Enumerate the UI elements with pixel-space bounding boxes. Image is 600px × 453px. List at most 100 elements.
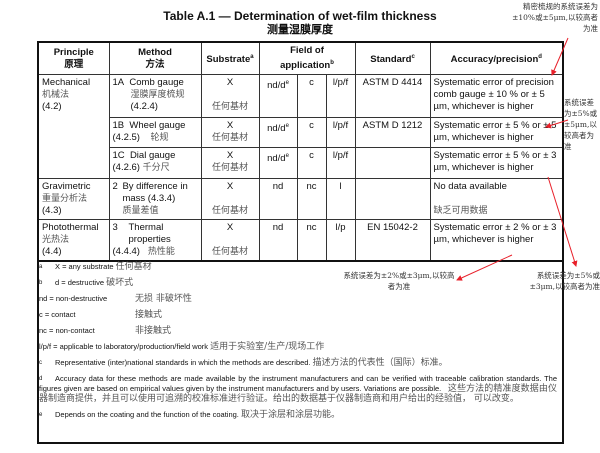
text: 无损 非破坏性 — [135, 294, 192, 304]
text: nd/d — [267, 153, 286, 165]
text: Standard — [370, 54, 412, 66]
cell-standard — [354, 147, 431, 180]
text: c — [411, 54, 415, 60]
text: 任何基材 — [211, 247, 248, 258]
cell-d: nd — [258, 219, 298, 262]
text: 方法 — [145, 58, 165, 70]
cell-method: 2 By difference in mass (4.3.4) 质量差值 — [108, 178, 202, 221]
text: Representative (inter)national standards… — [55, 358, 311, 367]
cell-standard — [354, 178, 431, 221]
arrow-top-right — [551, 37, 569, 76]
annotation-bottom-mid: 系统误差为±2%或±3μm,以较高者为准 — [343, 271, 455, 291]
cell-method: 1B Wheel gauge (4.2.5) 轮规 — [108, 117, 202, 149]
cell-lpf: l — [325, 178, 356, 221]
text: 任何基材 — [211, 206, 248, 217]
wet-film-table: Principle 原理 Method 方法 Substratea Field of… — [37, 41, 565, 445]
table-row: Photothermal 光热法 (4.4) 3 Thermal properties… — [37, 219, 564, 262]
text: 1A — [112, 77, 125, 89]
text: (4.2.4) — [130, 101, 158, 113]
arrow-right — [545, 119, 569, 129]
text: c — [39, 360, 42, 366]
text: 热性能 — [147, 247, 175, 258]
cell-substrate: X 任何基材 — [200, 178, 260, 221]
text: Depends on the coating and the function … — [55, 410, 239, 419]
text: d — [39, 376, 43, 382]
text: 任何基材 — [211, 133, 248, 144]
text: Field of application — [280, 45, 331, 72]
text: Wheel gauge — [129, 120, 186, 132]
text: 光热法 — [42, 235, 70, 246]
text: 非接触式 — [135, 326, 172, 336]
text: Photothermal — [42, 222, 99, 234]
title-en: Table A.1 — Determination of wet-film th… — [163, 9, 437, 23]
text: 描述方法的代表性（国际）标准。 — [312, 358, 448, 368]
text: 破坏式 — [106, 278, 134, 288]
text: (4.2) — [42, 101, 62, 113]
text: d = destructive — [55, 278, 104, 287]
table-row: 1C Dial gauge (4.2.6) 千分尺 X 任何基材 nd/de c l… — [38, 147, 564, 180]
text: Accuracy data for these methods are made… — [39, 374, 557, 393]
cell-d: nd/de — [258, 147, 298, 180]
text: Principle — [53, 46, 94, 58]
cell-standard: ASTM D 4414 — [354, 74, 431, 119]
text: X — [226, 222, 234, 234]
cell-lpf: l/p/f — [325, 147, 356, 180]
footnote-c: c Representative (inter)national standard… — [39, 358, 557, 368]
header-field: Field of applicationb — [258, 41, 356, 76]
text: X — [226, 120, 234, 132]
text: (4.4.4) — [112, 246, 140, 258]
text: X = any substrate — [55, 262, 114, 271]
text: 原理 — [64, 58, 84, 70]
text: 机械法 — [42, 90, 70, 101]
cell-accuracy: Systematic error ± 5 % or ± 5 µm, whiche… — [429, 117, 564, 149]
text: Mechanical — [42, 77, 91, 89]
text: b — [39, 280, 43, 286]
cell-principle: Mechanical 机械法 (4.2) — [37, 74, 110, 180]
text: b — [330, 60, 334, 66]
cell-substrate: X 任何基材 — [200, 147, 260, 180]
cell-accuracy: Systematic error ± 2 % or ± 3 µm, whiche… — [429, 219, 564, 262]
footnote-a: a X = any substrate 任何基材 — [39, 262, 557, 272]
cell-c: c — [296, 74, 327, 119]
text: 1C — [112, 150, 125, 162]
footnote-b: b d = destructive 破坏式 — [39, 278, 557, 288]
cell-lpf: l/p/f — [325, 117, 356, 149]
cell-accuracy: Systematic error of precision comb gauge… — [429, 74, 564, 119]
annotation-bottom-right: 系统误差为±5%或±3μm,以较高者为准 — [529, 271, 600, 291]
text: 质量差值 — [122, 206, 159, 217]
text: Method — [138, 46, 172, 58]
text: 接触式 — [135, 310, 163, 320]
text: 千分尺 — [142, 163, 170, 174]
text: nd = non-destructive — [39, 294, 108, 303]
title-zh: 测量湿膜厚度 — [267, 23, 333, 36]
header-standard: Standardc — [354, 41, 431, 76]
table-row: 1B Wheel gauge (4.2.5) 轮规 X 任何基材 nd/de c l… — [38, 117, 564, 149]
text: 湿膜厚度梳规 — [130, 90, 185, 101]
header-row: Principle 原理 Method 方法 Substratea Field of… — [37, 41, 564, 76]
text: No data available — [433, 181, 507, 193]
cell-lpf: l/p — [325, 219, 356, 262]
text: (4.3) — [42, 205, 62, 217]
def-nd: nd = non-destructive 无损 非破坏性 — [39, 294, 557, 304]
text: a — [39, 264, 43, 270]
text: Comb gauge — [129, 77, 184, 89]
text: 适用于实验室/生产/现场工作 — [210, 342, 325, 352]
def-nc: nc = non-contact 非接触式 — [39, 326, 557, 336]
text: nd/d — [267, 80, 286, 92]
text: 重量分析法 — [42, 194, 88, 205]
header-accuracy: Accuracy/precisiond — [429, 41, 564, 76]
text: a — [250, 54, 254, 60]
text: Gravimetric — [42, 181, 91, 193]
text: 任何基材 — [211, 163, 248, 174]
table-row: Mechanical 机械法 (4.2) 1A Comb gauge 湿膜厚度梳规 (4… — [37, 74, 564, 180]
cell-standard: ASTM D 1212 — [354, 117, 431, 149]
text: X — [226, 150, 234, 162]
def-lpf: l/p/f = applicable to laboratory/product… — [39, 342, 557, 352]
text: c = contact — [39, 310, 76, 319]
text: e — [285, 153, 289, 160]
arrow-bottom-mid — [456, 254, 513, 281]
cell-substrate: X 任何基材 — [200, 117, 260, 149]
text: l/p/f = applicable to laboratory/product… — [39, 342, 209, 351]
text: (4.2.6) — [112, 162, 140, 174]
